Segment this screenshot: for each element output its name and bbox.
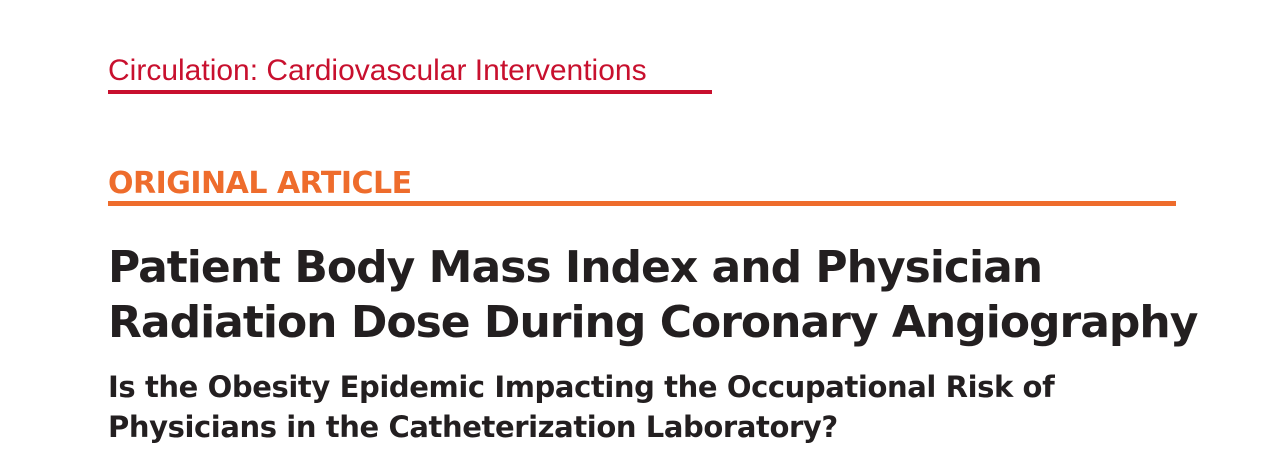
journal-underline (108, 90, 712, 94)
article-subtitle: Is the Obesity Epidemic Impacting the Oc… (108, 367, 1208, 447)
journal-name: Circulation: Cardiovascular Intervention… (108, 54, 647, 87)
section-divider (108, 201, 1176, 206)
article-type-label: ORIGINAL ARTICLE (108, 166, 412, 201)
article-title-line: Patient Body Mass Index and Physician (108, 242, 1043, 293)
article-subtitle-line: Is the Obesity Epidemic Impacting the Oc… (108, 370, 1055, 404)
article-subtitle-line: Physicians in the Catheterization Labora… (108, 410, 838, 444)
article-title: Patient Body Mass Index and Physician Ra… (108, 240, 1208, 350)
article-title-line: Radiation Dose During Coronary Angiograp… (108, 297, 1198, 348)
